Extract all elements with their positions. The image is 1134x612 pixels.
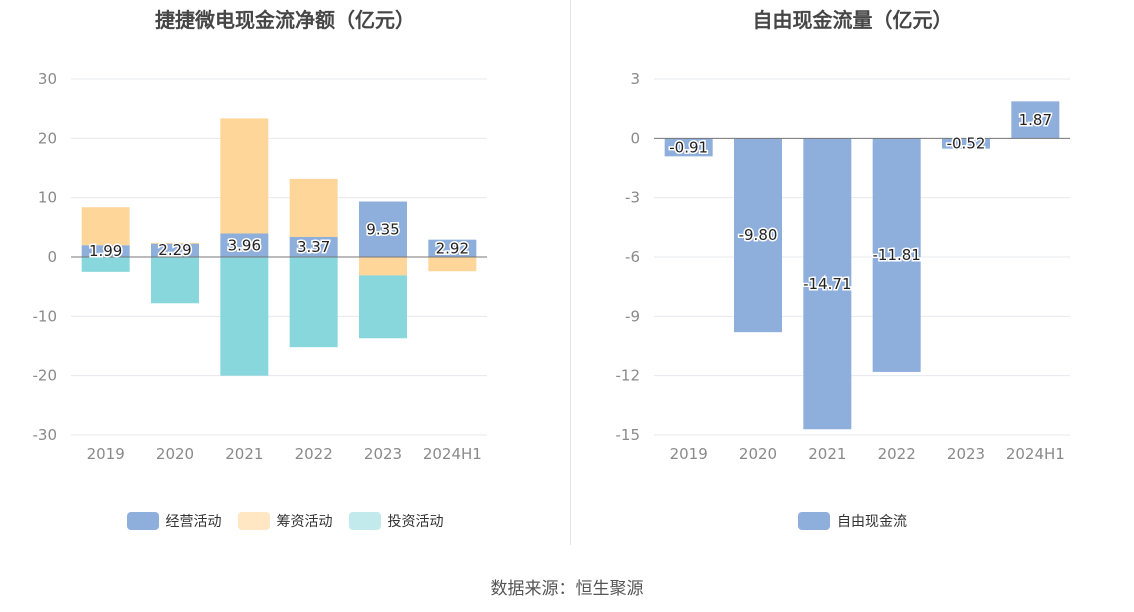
data-source-note: 数据来源：恒生聚源 [490, 579, 644, 599]
x-tick-label: 2022 [878, 445, 916, 463]
data-label: 3.37 [297, 238, 330, 256]
bar-自由现金流 [1011, 101, 1060, 139]
x-tick-label: 2024H1 [1006, 445, 1065, 463]
y-tick-label: 30 [38, 70, 57, 88]
y-tick-label: -3 [625, 189, 640, 207]
legend-label: 投资活动 [387, 514, 444, 530]
bar-投资活动 [359, 275, 407, 339]
y-tick-label: -20 [33, 367, 58, 385]
bar-经营活动 [289, 237, 338, 257]
bar-投资活动 [289, 257, 338, 348]
bar-投资活动 [81, 257, 130, 272]
y-tick-label: -30 [33, 426, 58, 444]
data-label: 9.35 [366, 220, 399, 238]
bar-自由现金流 [734, 138, 782, 333]
bar-筹资活动 [289, 178, 338, 238]
bar-自由现金流 [942, 138, 990, 149]
chart-title: 捷捷微电现金流净额（亿元） [155, 8, 415, 32]
free-cashflow-plot: 3 0 -3 -6 -9 -12 -15 -0.91 -9.80 -14.71 -11.81 -0.5… [616, 70, 1070, 463]
y-tick-label: 3 [630, 70, 640, 88]
legend-item-financing[interactable]: 筹资活动 [237, 511, 333, 531]
data-label: -0.52 [947, 134, 986, 152]
bar-筹资活动 [220, 118, 269, 234]
bar-筹资活动 [359, 257, 407, 276]
legend-label: 筹资活动 [276, 514, 333, 530]
bar-投资活动 [220, 257, 269, 376]
free-cashflow-chart: 自由现金流量（亿元） 3 0 -3 -6 -9 -12 -15 -0.91 -9.80 -14.7… [571, 0, 1134, 545]
bar-经营活动 [151, 243, 199, 257]
x-tick-label: 2022 [295, 445, 333, 463]
legend-item-investing[interactable]: 投资活动 [348, 511, 444, 531]
bar-筹资活动 [428, 257, 477, 272]
legend: 经营活动 筹资活动 投资活动 [0, 511, 570, 531]
cashflow-net-chart: 捷捷微电现金流净额（亿元） 30 20 10 0 -10 -20 -30 1.99 2.29 3.… [0, 0, 570, 545]
x-tick-label: 2023 [364, 445, 402, 463]
y-tick-label: -10 [33, 307, 58, 325]
data-label: 1.87 [1019, 111, 1052, 129]
legend-item-free-cashflow[interactable]: 自由现金流 [798, 511, 907, 531]
panel-divider [570, 0, 571, 545]
cashflow-net-plot: 30 20 10 0 -10 -20 -30 1.99 2.29 3.96 3.37 9.35 2.92… [33, 70, 487, 463]
data-label: 2.29 [158, 241, 191, 259]
bar-投资活动 [151, 257, 199, 304]
bar-自由现金流 [664, 138, 713, 157]
legend-swatch [348, 512, 381, 530]
legend-label: 自由现金流 [837, 514, 907, 530]
y-tick-label: 20 [38, 129, 57, 147]
x-tick-label: 2019 [670, 445, 708, 463]
y-tick-label: -15 [616, 426, 641, 444]
legend-item-operating[interactable]: 经营活动 [126, 511, 222, 531]
y-tick-label: -6 [625, 248, 640, 266]
y-tick-label: 0 [47, 248, 57, 266]
x-tick-label: 2019 [87, 445, 125, 463]
bar-经营活动 [428, 239, 477, 257]
data-label: -14.71 [803, 275, 851, 293]
data-label: 2.92 [436, 239, 469, 257]
chart-title: 自由现金流量（亿元） [752, 8, 953, 32]
bar-筹资活动 [151, 242, 199, 244]
bar-经营活动 [81, 245, 130, 257]
data-label: -9.80 [739, 226, 778, 244]
bar-经营活动 [220, 233, 269, 257]
y-tick-label: -12 [616, 367, 641, 385]
legend-swatch [126, 512, 159, 530]
data-label: 3.96 [228, 236, 261, 254]
bar-自由现金流 [872, 138, 921, 372]
x-tick-label: 2021 [808, 445, 846, 463]
data-label: -0.91 [669, 138, 708, 156]
bar-筹资活动 [81, 207, 130, 246]
bar-自由现金流 [803, 138, 852, 430]
y-tick-label: -9 [625, 307, 640, 325]
y-tick-label: 10 [38, 189, 57, 207]
x-tick-label: 2024H1 [423, 445, 482, 463]
x-tick-label: 2021 [225, 445, 263, 463]
legend-swatch [798, 512, 830, 530]
x-tick-label: 2023 [947, 445, 985, 463]
legend-swatch [237, 512, 270, 530]
bar-经营活动 [359, 201, 407, 257]
y-tick-label: 0 [630, 129, 640, 147]
data-label: 1.99 [89, 242, 122, 260]
data-label: -11.81 [872, 246, 920, 264]
legend-label: 经营活动 [165, 514, 222, 530]
x-tick-label: 2020 [156, 445, 194, 463]
legend: 自由现金流 [571, 511, 1134, 531]
x-tick-label: 2020 [739, 445, 777, 463]
